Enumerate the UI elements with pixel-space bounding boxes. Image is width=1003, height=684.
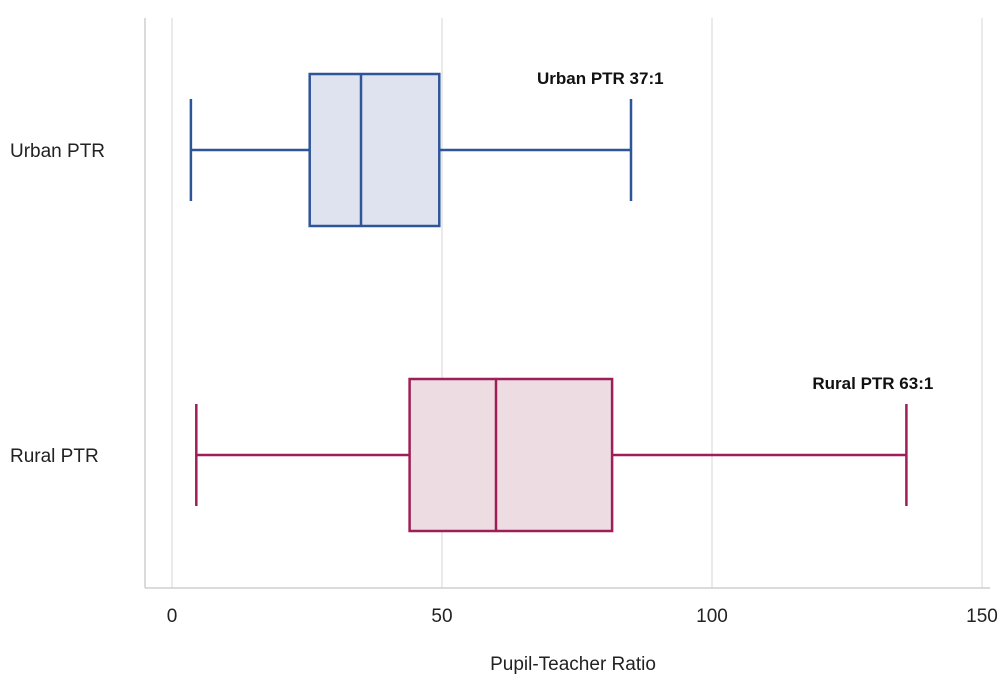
x-axis-title: Pupil-Teacher Ratio <box>490 654 656 675</box>
x-tick-label-150: 150 <box>966 606 998 627</box>
x-tick-label-50: 50 <box>431 606 452 627</box>
urban-ptr-annotation: Urban PTR 37:1 <box>537 69 664 88</box>
rural-ptr-annotation: Rural PTR 63:1 <box>812 374 933 393</box>
rural-ptr-category-label: Rural PTR <box>10 446 99 467</box>
x-tick-label-100: 100 <box>696 606 728 627</box>
rural-ptr-iqr-box <box>408 377 614 533</box>
x-tick-label-0: 0 <box>167 606 178 627</box>
rural-ptr-box-group: Rural PTR Rural PTR 63:1 <box>10 374 933 533</box>
urban-ptr-category-label: Urban PTR <box>10 141 105 162</box>
x-tick-labels: 0 50 100 150 <box>167 606 998 627</box>
urban-ptr-box-group: Urban PTR Urban PTR 37:1 <box>10 69 664 228</box>
urban-ptr-iqr-box <box>308 72 441 228</box>
